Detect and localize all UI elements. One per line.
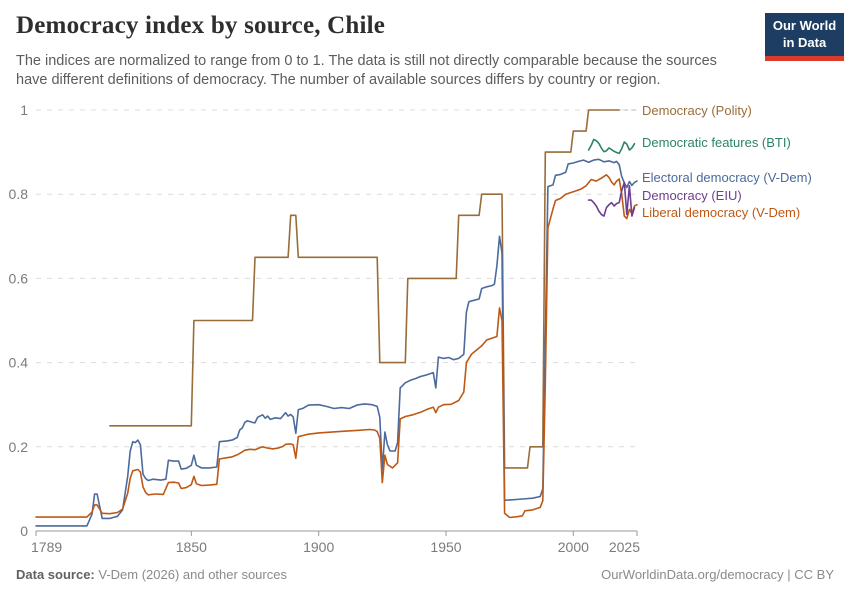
x-axis-label-1900: 1900 [303,539,334,555]
series-line-electoral-democracy-v-dem [35,158,638,527]
data-source-label: Data source: [16,567,95,582]
y-axis-label-0.8: 0.8 [9,186,29,202]
x-axis-label-1850: 1850 [176,539,207,555]
x-axis-label-2025: 2025 [609,539,640,555]
owid-logo-line1: Our World [772,18,837,33]
y-axis-label-0.6: 0.6 [9,270,29,286]
owid-logo[interactable]: Our World in Data [765,13,844,61]
series-line-democracy-polity [109,109,621,469]
page-title: Democracy index by source, Chile [16,12,386,39]
chart-footer: Data source: V-Dem (2026) and other sour… [16,567,834,582]
series-line-democratic-features-bti [587,138,636,155]
legend-label-electoral-democracy-v-dem: Electoral democracy (V-Dem) [642,170,812,185]
legend-label-liberal-democracy-v-dem: Liberal democracy (V-Dem) [642,205,801,220]
owid-logo-line2: in Data [782,34,827,50]
series-line-liberal-democracy-v-dem [35,174,638,519]
x-axis-label-2000: 2000 [558,539,589,555]
x-axis-label-1950: 1950 [430,539,461,555]
owid-url-link[interactable]: OurWorldinData.org/democracy | CC BY [601,567,834,582]
data-source-text: V-Dem (2026) and other sources [94,567,287,582]
x-axis-label-1789: 1789 [31,539,62,555]
y-axis-label-0: 0 [20,523,28,539]
legend-label-democracy-eiu: Democracy (EIU) [642,188,742,203]
legend-label-democracy-polity: Democracy (Polity) [642,103,752,118]
series-line-democracy-eiu [587,181,636,217]
data-source-note: Data source: V-Dem (2026) and other sour… [16,567,287,582]
chart-subtitle-line2: have different definitions of democracy.… [16,71,661,88]
chart-subtitle-line1: The indices are normalized to range from… [16,53,717,69]
y-axis-label-0.2: 0.2 [9,439,29,455]
legend-label-democratic-features-bti: Democratic features (BTI) [642,135,791,150]
y-axis-label-0.4: 0.4 [9,355,29,371]
chart-subtitle: The indices are normalized to range from… [16,52,717,89]
y-axis-label-1: 1 [20,102,28,118]
